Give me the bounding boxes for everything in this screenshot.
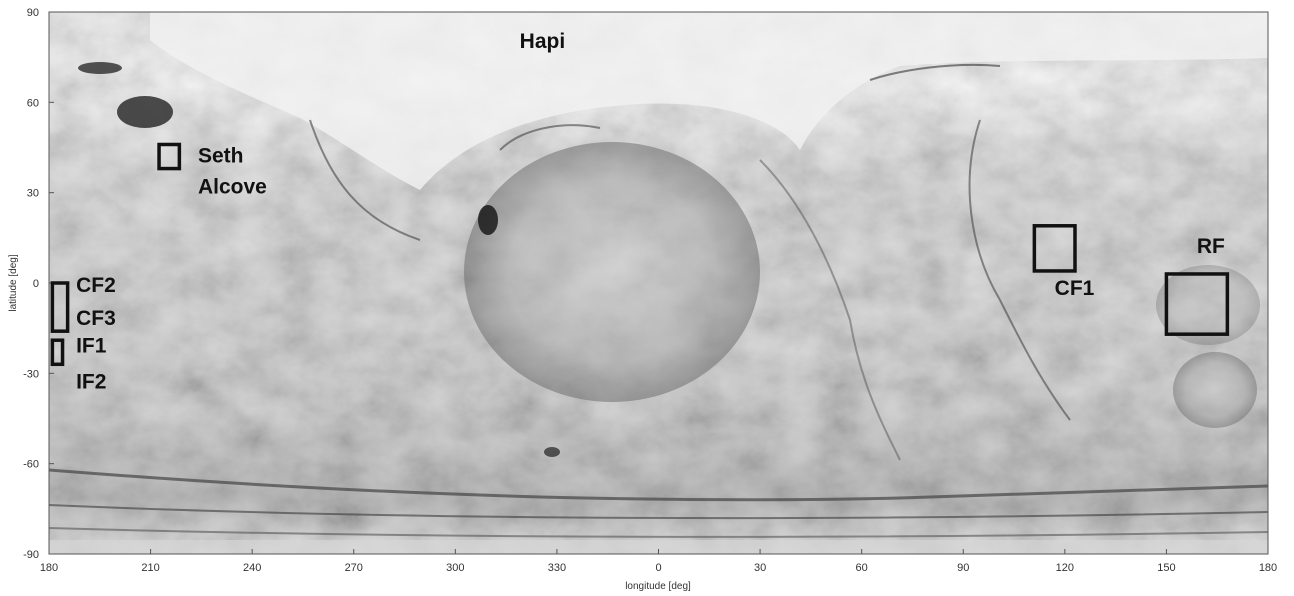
y-tick-label: -90 <box>23 549 39 561</box>
map-label-seth-alcove: Seth Alcove <box>198 145 267 199</box>
x-tick-label: 330 <box>548 562 566 574</box>
y-axis-label: latitude [deg] <box>8 254 19 311</box>
x-tick-label: 270 <box>345 562 363 574</box>
map-label-cf2: CF2 <box>76 274 116 297</box>
y-tick-label: -60 <box>23 459 39 471</box>
y-tick-label: -30 <box>23 368 39 380</box>
x-tick-label: 180 <box>1259 562 1277 574</box>
x-tick-label: 180 <box>40 562 58 574</box>
map-label-cf1: CF1 <box>1055 277 1095 300</box>
map-labels: Hapi Seth Alcove CF2 CF3 IF1 IF2 CF1 RF <box>76 30 1225 393</box>
y-axis-ticks: 90 60 30 0 -30 -60 -90 <box>23 7 54 561</box>
x-tick-label: 300 <box>446 562 464 574</box>
x-tick-label: 60 <box>856 562 868 574</box>
y-tick-label: 90 <box>27 7 39 19</box>
x-axis-ticks: 180 210 240 270 300 330 0 30 60 90 120 150 180 <box>40 549 1277 574</box>
region-box-if1 <box>50 338 65 367</box>
region-boxes <box>50 142 1230 367</box>
x-tick-label: 90 <box>957 562 969 574</box>
x-tick-label: 0 <box>655 562 661 574</box>
x-tick-label: 210 <box>141 562 159 574</box>
region-box-rf <box>1164 272 1230 336</box>
x-axis-label: longitude [deg] <box>625 581 691 592</box>
map-label-if1: IF1 <box>76 334 107 357</box>
map-label-rf: RF <box>1197 235 1225 258</box>
x-tick-label: 150 <box>1157 562 1175 574</box>
region-box-seth-alcove <box>157 142 182 171</box>
region-box-cf1 <box>1032 224 1077 273</box>
x-tick-label: 30 <box>754 562 766 574</box>
y-tick-label: 30 <box>27 188 39 200</box>
map-basemap <box>49 12 1268 554</box>
region-box-cf2-cf3 <box>50 281 70 333</box>
x-tick-label: 240 <box>243 562 261 574</box>
map-label-if2: IF2 <box>76 370 106 393</box>
y-tick-label: 0 <box>33 278 39 290</box>
x-tick-label: 120 <box>1056 562 1074 574</box>
map-label-hapi: Hapi <box>520 30 566 53</box>
y-tick-label: 60 <box>27 97 39 109</box>
map-label-cf3: CF3 <box>76 307 116 330</box>
